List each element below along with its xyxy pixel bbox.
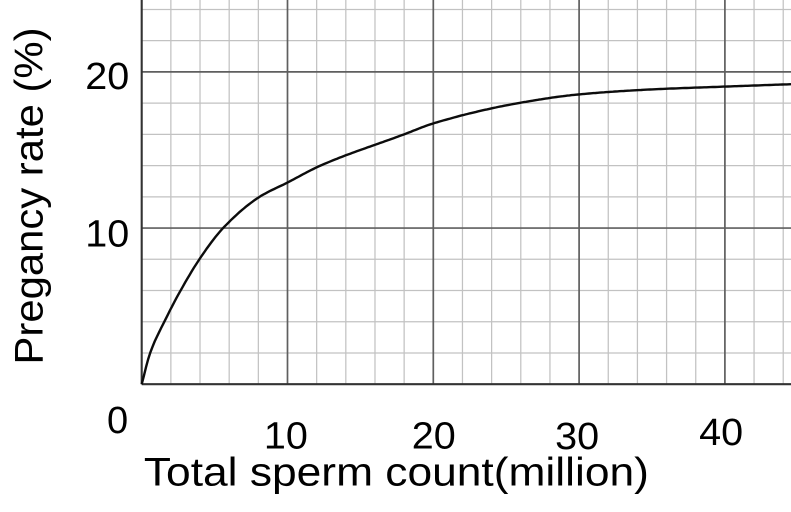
svg-text:10: 10: [264, 416, 308, 458]
svg-text:40: 40: [699, 412, 743, 454]
svg-text:10: 10: [85, 214, 129, 256]
svg-text:20: 20: [412, 416, 456, 458]
svg-text:0: 0: [107, 400, 128, 442]
svg-text:Total sperm count(million): Total sperm count(million): [144, 451, 649, 495]
svg-text:Pregancy rate (%): Pregancy rate (%): [8, 28, 52, 365]
svg-text:20: 20: [85, 56, 129, 98]
svg-text:30: 30: [555, 416, 599, 458]
